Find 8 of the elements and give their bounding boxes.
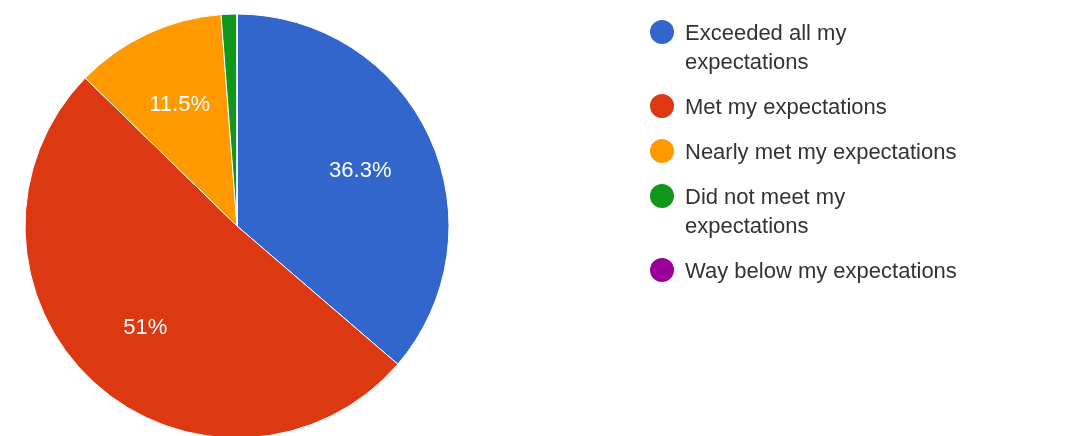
data-label: 11.5% [149, 90, 210, 116]
data-label: 51% [123, 313, 168, 339]
legend-label: Met my expectations [685, 93, 887, 119]
data-label: 36.3% [329, 156, 392, 182]
legend-label: Exceeded all my expectations [685, 19, 847, 74]
legend-label: Way below my expectations [685, 257, 957, 283]
legend-label: Nearly met my expectations [685, 138, 957, 164]
legend-label: Did not meet my expectations [685, 183, 846, 238]
